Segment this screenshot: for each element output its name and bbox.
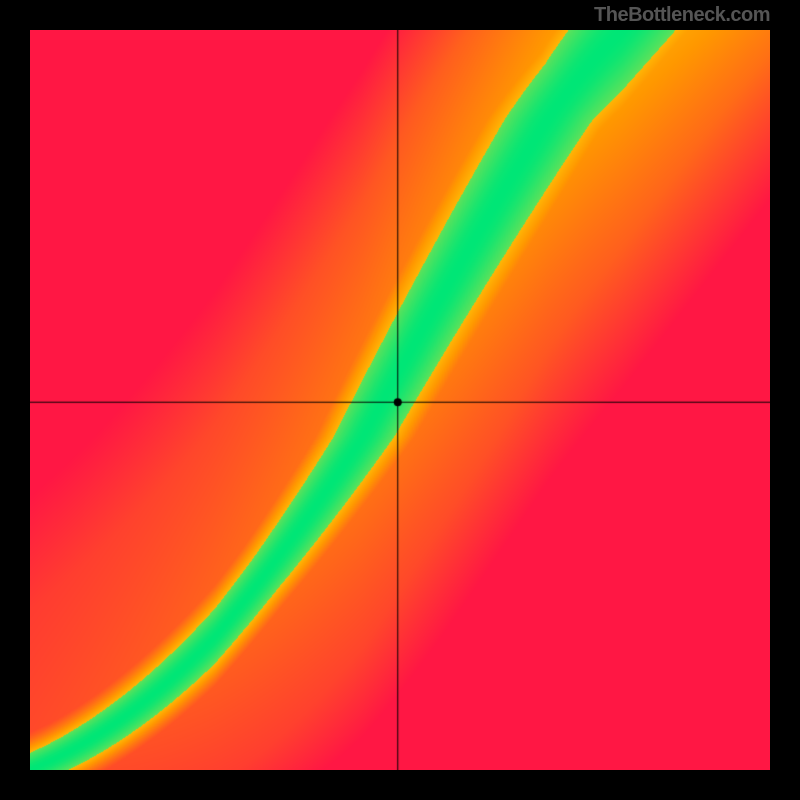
heatmap-canvas [30, 30, 770, 770]
watermark-text: TheBottleneck.com [594, 4, 770, 27]
heatmap-plot [30, 30, 770, 770]
